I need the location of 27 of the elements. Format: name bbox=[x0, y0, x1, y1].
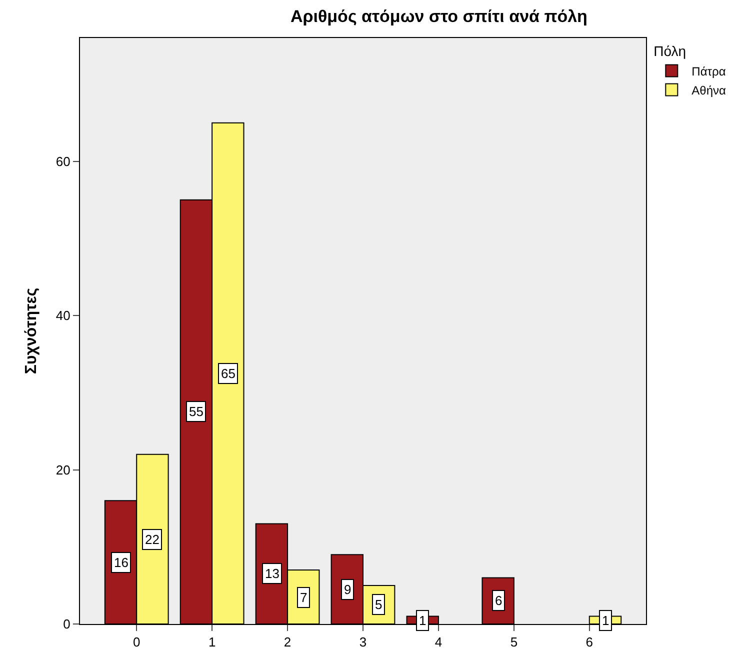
data-label: 22 bbox=[145, 532, 160, 547]
y-tick-label: 60 bbox=[56, 154, 70, 169]
x-tick-label: 0 bbox=[132, 634, 140, 650]
y-tick-label: 0 bbox=[63, 616, 70, 632]
y-tick-label: 40 bbox=[56, 308, 70, 324]
y-axis-title: Συχνότητες bbox=[22, 288, 40, 374]
data-label: 6 bbox=[495, 593, 502, 608]
data-label: 65 bbox=[221, 366, 236, 381]
chart-title: Αριθμός ατόμων στο σπίτι ανά πόλη bbox=[290, 6, 588, 26]
legend-title: Πόλη bbox=[654, 43, 686, 60]
data-label: 1 bbox=[602, 613, 610, 628]
data-label: 16 bbox=[114, 555, 128, 570]
data-label: 9 bbox=[344, 582, 352, 597]
x-tick-label: 6 bbox=[586, 634, 594, 650]
data-label: 5 bbox=[375, 597, 382, 612]
x-tick-label: 4 bbox=[434, 634, 442, 650]
x-tick-label: 3 bbox=[359, 634, 367, 650]
x-tick-label: 1 bbox=[208, 634, 216, 650]
data-label: 1 bbox=[419, 613, 426, 628]
y-tick-label: 20 bbox=[56, 462, 70, 478]
data-label: 13 bbox=[265, 566, 280, 581]
data-label: 55 bbox=[189, 404, 204, 419]
legend-label: Αθήνα bbox=[692, 83, 726, 98]
x-tick-label: 5 bbox=[510, 634, 518, 650]
legend-label: Πάτρα bbox=[692, 64, 726, 78]
x-tick-label: 2 bbox=[284, 634, 292, 650]
data-label: 7 bbox=[300, 590, 308, 605]
